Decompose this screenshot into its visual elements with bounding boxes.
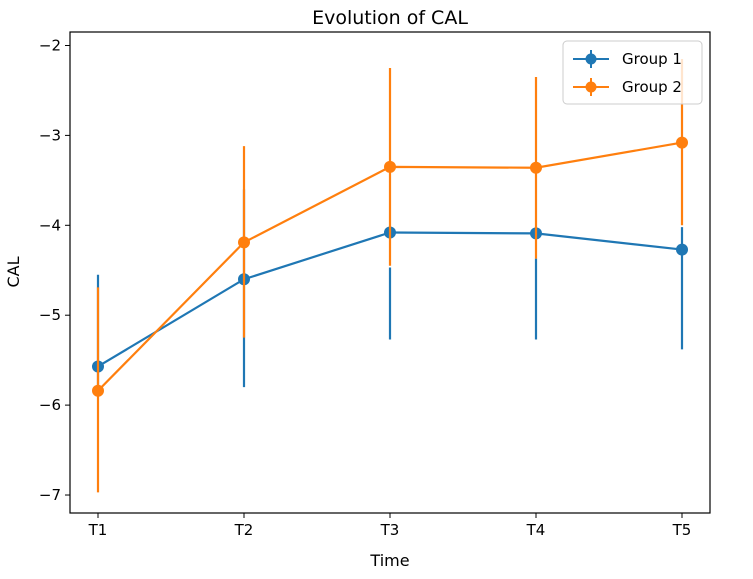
legend-box: [562, 40, 703, 105]
y-tick-label: −3: [39, 126, 61, 144]
legend-label-group-1: Group 1: [622, 50, 682, 68]
x-axis-label: Time: [369, 551, 409, 570]
y-tick-label: −2: [39, 36, 61, 54]
data-point: [238, 236, 250, 249]
data-point: [676, 136, 688, 149]
legend-label-group-2: Group 2: [622, 78, 682, 96]
data-point: [530, 161, 542, 174]
legend-item-group-1: Group 1: [573, 50, 682, 68]
data-point: [676, 243, 688, 256]
x-tick-label: T1: [88, 521, 108, 539]
legend-marker-group-2: [585, 81, 597, 93]
x-tick-label: T3: [380, 521, 400, 539]
y-tick-label: −4: [39, 216, 61, 234]
y-tick-label: −7: [39, 486, 61, 504]
x-tick-label: T5: [672, 521, 692, 539]
series-layer: [92, 58, 688, 493]
data-point: [92, 384, 104, 397]
y-axis-ticks: −7 −6 −5 −4 −3 −2: [39, 36, 70, 504]
data-point: [384, 160, 396, 173]
y-tick-label: −6: [39, 396, 61, 414]
y-tick-label: −5: [39, 306, 61, 324]
legend-item-group-2: Group 2: [573, 78, 682, 96]
x-tick-label: T4: [526, 521, 546, 539]
x-tick-label: T2: [234, 521, 254, 539]
series-2: [92, 58, 688, 493]
plot-frame: [69, 31, 711, 514]
legend: Group 1 Group 2: [562, 40, 703, 105]
chart-title: Evolution of CAL: [312, 7, 468, 29]
x-axis-ticks: T1 T2 T3 T4 T5: [88, 513, 692, 539]
y-axis-label: CAL: [4, 256, 23, 287]
legend-marker-group-1: [585, 53, 597, 65]
